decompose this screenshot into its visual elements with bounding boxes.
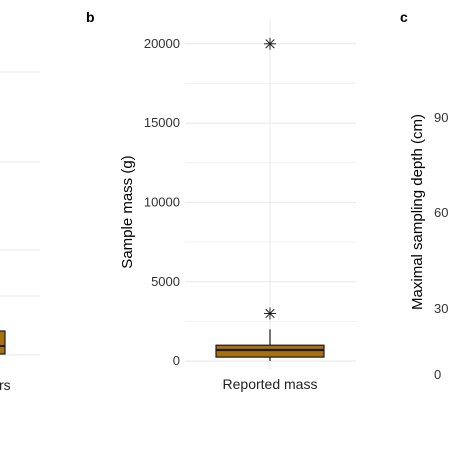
panel-b: b 0 5000 10000 15000 20000 Sample mass (g) R… <box>86 9 356 392</box>
panel-c-letter: c <box>400 9 408 25</box>
panel-a: rs <box>0 71 40 393</box>
panel-b-outlier-point <box>264 37 276 50</box>
panel-c: c Maximal sampling depth (cm) 90 60 30 0 <box>400 9 448 382</box>
panel-c-tick-label: 0 <box>434 367 441 382</box>
panel-c-y-axis-title: Maximal sampling depth (cm) <box>409 114 426 310</box>
panel-c-tick-label: 30 <box>434 301 448 316</box>
outlier-stroke <box>265 308 275 319</box>
outlier-stroke <box>265 39 275 49</box>
panel-b-boxplot <box>215 37 325 362</box>
panel-b-box <box>215 344 325 358</box>
panel-b-y-ticks: 0 5000 10000 15000 20000 <box>144 36 180 368</box>
panel-a-category-label: rs <box>0 377 11 393</box>
panel-b-outlier-point <box>264 307 276 320</box>
panel-c-tick-label: 90 <box>434 110 448 125</box>
panel-b-y-axis-title: Sample mass (g) <box>119 155 136 268</box>
panel-b-category-label: Reported mass <box>223 376 318 392</box>
panel-b-tick-label: 20000 <box>144 36 180 51</box>
panel-b-tick-label: 10000 <box>144 194 180 209</box>
panel-b-tick-label: 0 <box>173 353 180 368</box>
panel-b-tick-label: 5000 <box>151 274 180 289</box>
panel-b-letter: b <box>86 9 95 25</box>
panel-a-box <box>0 330 6 355</box>
panel-b-tick-label: 15000 <box>144 115 180 130</box>
panel-c-tick-label: 60 <box>434 205 448 220</box>
